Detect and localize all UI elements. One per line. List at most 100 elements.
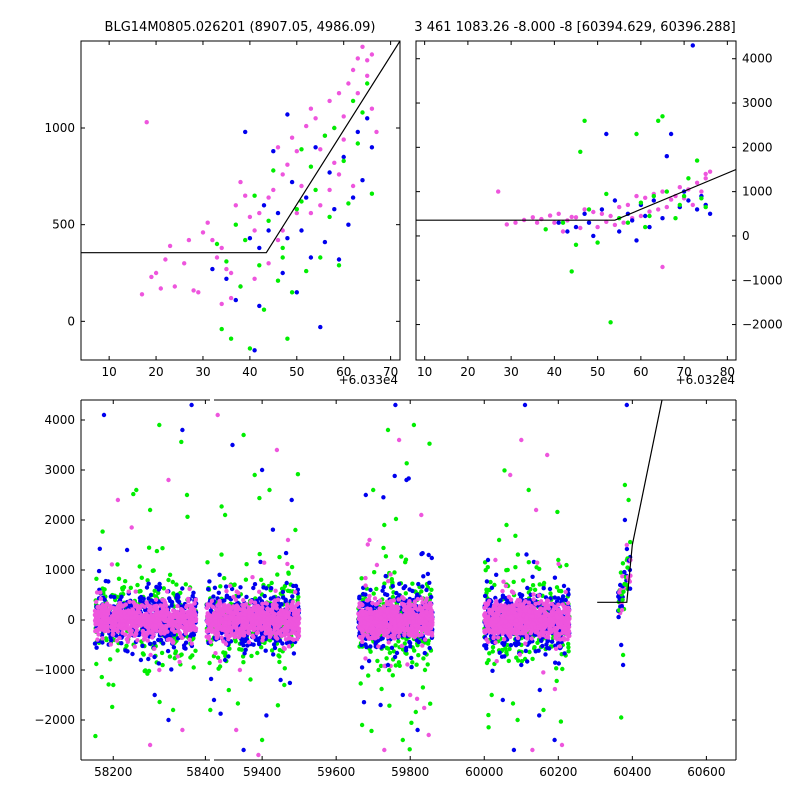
data-point: [262, 622, 268, 628]
data-point: [376, 644, 381, 649]
data-point: [429, 609, 434, 615]
x-tick-label: 60: [336, 365, 351, 379]
data-point: [205, 611, 210, 616]
data-point: [224, 276, 229, 281]
data-point: [336, 257, 342, 262]
data-point: [106, 579, 111, 584]
data-point: [556, 220, 561, 225]
data-point: [346, 81, 351, 86]
data-point: [387, 624, 392, 630]
data-point: [170, 640, 176, 645]
data-point: [235, 701, 241, 706]
data-point: [573, 242, 579, 247]
data-point: [158, 627, 164, 632]
data-point: [165, 637, 170, 642]
data-point: [364, 598, 370, 603]
data-point: [135, 638, 140, 643]
data-point: [110, 632, 116, 637]
data-point: [176, 619, 181, 624]
data-point: [415, 613, 420, 618]
data-point: [385, 662, 391, 668]
data-point: [94, 627, 99, 633]
data-point: [271, 149, 276, 154]
data-point: [222, 598, 227, 603]
data-point: [385, 602, 391, 607]
data-point: [656, 118, 661, 124]
data-point: [403, 557, 409, 562]
data-point: [424, 603, 429, 608]
data-point: [423, 637, 428, 642]
data-point: [269, 586, 274, 591]
data-point: [175, 592, 180, 598]
data-point: [427, 645, 432, 651]
data-point: [374, 586, 379, 592]
data-point: [209, 598, 215, 604]
data-point: [237, 630, 242, 636]
data-point: [417, 619, 422, 624]
data-point: [150, 635, 155, 640]
data-point: [532, 587, 538, 592]
data-point: [365, 73, 370, 79]
data-point: [231, 594, 236, 600]
data-point: [388, 572, 393, 577]
data-point: [415, 727, 420, 733]
data-point: [159, 650, 165, 656]
data-point: [117, 635, 122, 641]
data-point: [93, 733, 98, 739]
data-point: [240, 619, 246, 624]
data-point: [212, 585, 218, 590]
data-point: [502, 468, 507, 473]
data-point: [154, 606, 159, 611]
data-point: [241, 597, 246, 603]
data-point: [115, 497, 121, 503]
data-point: [136, 619, 142, 624]
data-point: [238, 585, 243, 590]
data-point: [332, 207, 337, 212]
data-point: [230, 442, 235, 448]
data-point: [369, 191, 375, 196]
data-point: [382, 613, 387, 618]
x-tick-label: 40: [547, 365, 562, 379]
data-point: [656, 207, 661, 212]
data-point: [259, 645, 264, 650]
data-point: [256, 752, 261, 758]
data-point: [286, 571, 291, 576]
data-point: [643, 213, 648, 219]
data-point: [490, 649, 495, 654]
data-point: [227, 583, 233, 589]
data-point: [146, 628, 151, 633]
data-point: [604, 131, 609, 137]
data-point: [185, 596, 191, 602]
data-point: [369, 106, 375, 111]
x-tick-label: 59600: [317, 765, 355, 779]
data-point: [228, 295, 234, 301]
data-point: [378, 615, 384, 621]
data-point: [166, 577, 171, 583]
data-point: [226, 687, 231, 693]
data-point: [270, 527, 276, 532]
data-point: [530, 656, 535, 662]
data-point: [262, 593, 267, 599]
data-point: [279, 602, 284, 607]
data-point: [290, 594, 295, 599]
data-point: [690, 202, 695, 208]
y-tick-label: 3000: [742, 96, 773, 110]
x-offset-label: +6.033e4: [339, 373, 398, 387]
data-point: [677, 185, 682, 190]
data-point: [283, 613, 288, 618]
data-point: [193, 612, 198, 618]
data-point: [409, 664, 414, 670]
data-point: [543, 652, 548, 657]
data-point: [313, 116, 318, 121]
data-point: [285, 336, 290, 341]
data-point: [277, 554, 282, 560]
data-point: [361, 700, 367, 705]
data-point: [152, 654, 157, 660]
data-point: [341, 158, 346, 164]
data-point: [582, 207, 587, 212]
data-point: [400, 692, 405, 698]
data-point: [595, 240, 600, 245]
data-point: [267, 627, 273, 632]
data-point: [174, 582, 179, 587]
data-point: [382, 747, 387, 753]
